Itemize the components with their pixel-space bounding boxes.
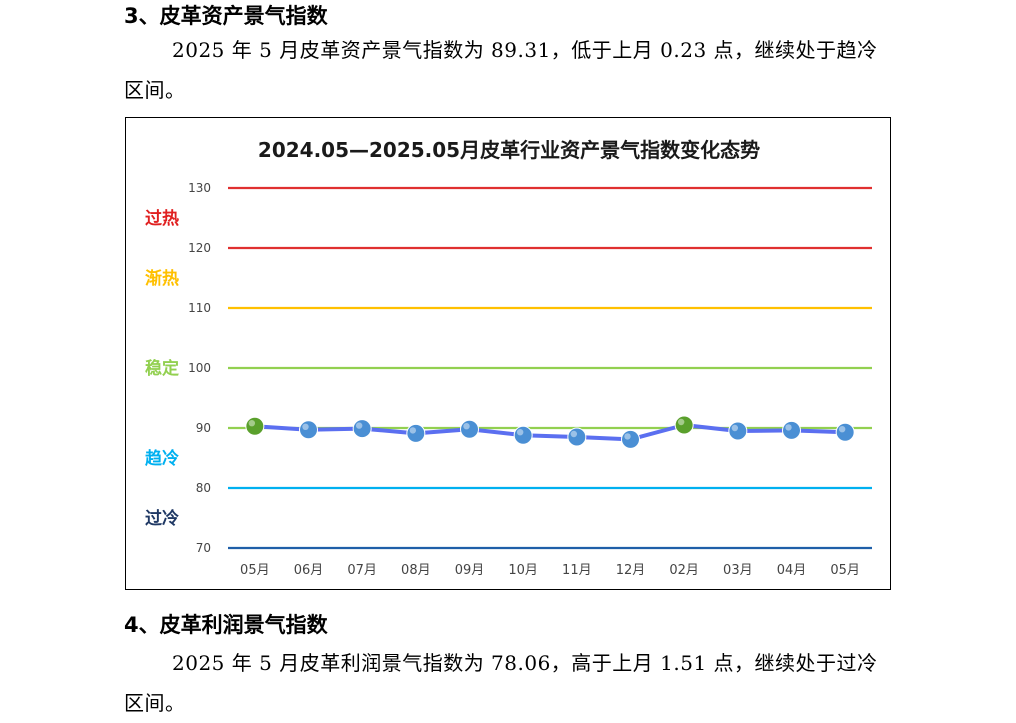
data-point-highlight (570, 430, 578, 438)
data-point-highlight (409, 427, 417, 434)
data-point (728, 421, 748, 441)
data-point-highlight (785, 424, 792, 431)
x-tick-label: 04月 (777, 563, 807, 578)
x-tick-label: 07月 (347, 563, 377, 578)
y-tick-label: 120 (188, 241, 211, 255)
section-3-heading: 3、皮革资产景气指数 (124, 4, 328, 28)
section-4-paragraph: 2025 年 5 月皮革利润景气指数为 78.06，高于上月 1.51 点，继续… (124, 651, 878, 715)
x-tick-label: 09月 (455, 563, 485, 578)
data-point-highlight (302, 423, 309, 430)
chart-canvas: 2024.05—2025.05月皮革行业资产景气指数变化态势 70 80 90 100… (145, 138, 872, 578)
chart-title: 2024.05—2025.05月皮革行业资产景气指数变化态势 (258, 138, 760, 162)
x-tick-label: 05月 (830, 563, 860, 578)
data-point (835, 422, 855, 442)
data-point-highlight (248, 420, 256, 427)
data-point-highlight (731, 424, 739, 432)
x-tick-label: 03月 (723, 563, 753, 578)
data-point (674, 415, 694, 435)
data-point-highlight (355, 422, 363, 429)
data-point (352, 419, 372, 439)
data-point-highlight (624, 433, 631, 440)
section-4-heading: 4、皮革利润景气指数 (124, 613, 328, 637)
x-tick-label: 02月 (669, 563, 699, 578)
data-point-highlight (463, 423, 470, 430)
asset-index-chart: 2024.05—2025.05月皮革行业资产景气指数变化态势 70 80 90 100… (125, 117, 891, 590)
y-tick-label: 130 (188, 181, 211, 195)
zone-label: 过冷 (145, 508, 179, 529)
x-tick-label: 10月 (508, 563, 538, 578)
data-point (460, 419, 479, 439)
y-tick-label: 80 (196, 481, 211, 495)
zone-label: 稳定 (145, 358, 179, 379)
data-point (406, 423, 426, 443)
data-point (513, 425, 533, 445)
data-point (299, 420, 318, 440)
data-point (567, 427, 587, 447)
x-tick-label: 06月 (294, 563, 324, 578)
data-point-highlight (838, 426, 846, 433)
y-tick-label: 70 (196, 541, 211, 555)
x-tick-label: 11月 (562, 563, 592, 578)
x-tick-label: 08月 (401, 563, 431, 578)
data-point-highlight (516, 429, 524, 436)
x-tick-label: 12月 (616, 563, 646, 578)
section-3-paragraph: 2025 年 5 月皮革资产景气指数为 89.31，低于上月 0.23 点，继续… (124, 38, 878, 102)
x-tick-label: 05月 (240, 563, 270, 578)
zone-label: 渐热 (145, 268, 179, 289)
data-point (621, 429, 640, 449)
y-tick-label: 110 (188, 301, 211, 315)
data-point (245, 416, 265, 436)
y-tick-label: 100 (188, 361, 211, 375)
data-point (782, 420, 801, 440)
zone-label: 趋冷 (145, 448, 179, 469)
zone-label: 过热 (145, 208, 179, 229)
data-point-highlight (677, 418, 685, 426)
y-tick-label: 90 (196, 421, 211, 435)
